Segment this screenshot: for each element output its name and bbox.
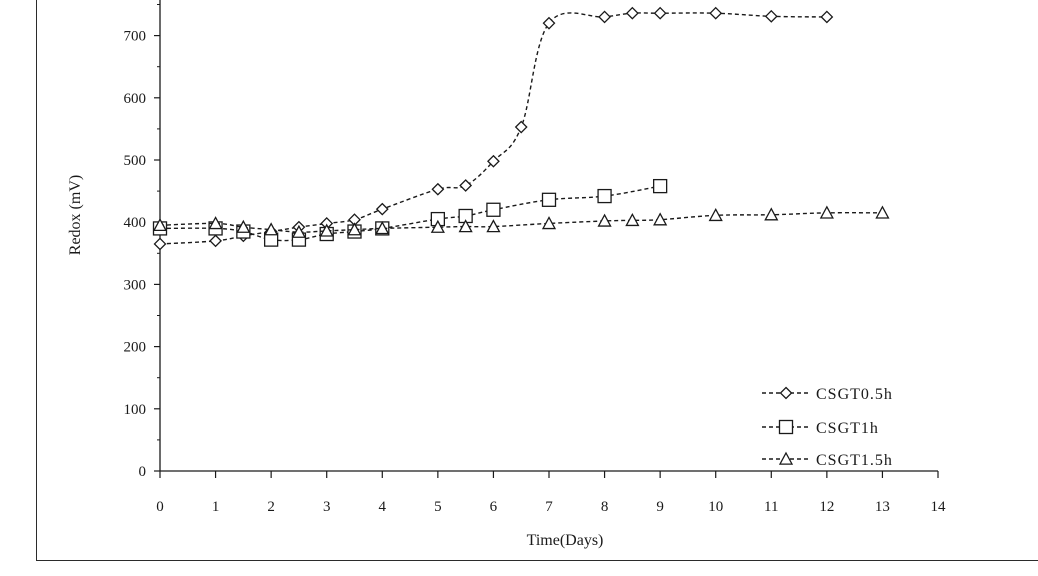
y-tick-label: 700 [124, 29, 147, 45]
y-axis-label: Redox (mV) [67, 175, 84, 255]
data-point [653, 212, 668, 226]
data-point [514, 120, 528, 134]
legend-item: CSGT1.5h [762, 451, 893, 469]
data-point [764, 207, 779, 221]
y-tick-label: 0 [139, 464, 147, 480]
data-point [459, 179, 473, 192]
y-tick-label: 500 [124, 153, 147, 169]
x-tick-label: 14 [931, 499, 947, 515]
data-point [236, 219, 251, 233]
data-point [597, 188, 612, 204]
x-tick-label: 0 [156, 499, 164, 515]
series-layer [152, 6, 890, 251]
data-point [375, 202, 389, 216]
chart-frame [36, 0, 1038, 561]
data-point [486, 219, 501, 233]
data-point [458, 219, 473, 233]
y-tick-label: 100 [124, 402, 147, 418]
legend: CSGT0.5h CSGT1h CSGT1.5h [762, 386, 893, 469]
x-tick-label: 1 [212, 499, 220, 515]
data-point [487, 154, 500, 168]
series-square [152, 178, 668, 247]
legend-item: CSGT1h [762, 419, 879, 437]
legend-marker [778, 451, 794, 465]
x-tick-label: 8 [601, 499, 609, 515]
data-point [652, 178, 668, 194]
x-tick-label: 5 [434, 499, 442, 515]
data-point [375, 221, 390, 235]
data-point [709, 6, 723, 20]
data-point [653, 6, 667, 20]
data-point [875, 205, 890, 219]
data-point [430, 219, 445, 233]
data-point [708, 207, 723, 222]
data-point [347, 222, 362, 236]
y-tick-label: 400 [124, 215, 147, 231]
data-point [486, 202, 501, 217]
x-tick-label: 6 [490, 499, 498, 515]
data-point [625, 6, 639, 20]
x-tick-label: 3 [323, 499, 331, 515]
data-point [542, 16, 556, 30]
x-tick-label: 10 [708, 499, 723, 515]
x-tick-label: 7 [545, 499, 553, 515]
y-tick-label: 300 [124, 277, 147, 293]
legend-marker [779, 386, 793, 400]
x-tick-label: 13 [875, 499, 890, 515]
data-point [764, 9, 778, 23]
x-axis-label: Time(Days) [527, 532, 604, 549]
x-tick-label: 2 [267, 499, 275, 515]
data-point [152, 217, 168, 232]
series-triangle [152, 205, 890, 238]
legend-label: CSGT0.5h [816, 386, 893, 403]
legend-label: CSGT1h [816, 420, 879, 437]
x-tick-label: 12 [819, 499, 834, 515]
x-tick-label: 9 [656, 499, 664, 515]
data-point [597, 213, 612, 227]
series-line [159, 185, 661, 242]
data-point [431, 182, 445, 196]
data-point [541, 192, 557, 207]
data-point [541, 216, 557, 230]
data-point [625, 212, 640, 227]
data-point [291, 224, 307, 238]
x-tick-label: 4 [379, 499, 387, 515]
data-point [153, 237, 167, 251]
data-point [208, 216, 223, 230]
data-point [264, 222, 279, 236]
data-point [209, 234, 222, 248]
data-point [819, 205, 834, 219]
legend-label: CSGT1.5h [816, 452, 893, 469]
legend-item: CSGT0.5h [762, 386, 893, 403]
data-point [319, 223, 334, 237]
data-point [820, 10, 834, 24]
legend-marker [778, 419, 794, 435]
y-tick-label: 600 [124, 91, 147, 107]
data-point [598, 10, 611, 24]
x-tick-label: 11 [764, 499, 778, 515]
y-tick-label: 200 [124, 340, 147, 356]
